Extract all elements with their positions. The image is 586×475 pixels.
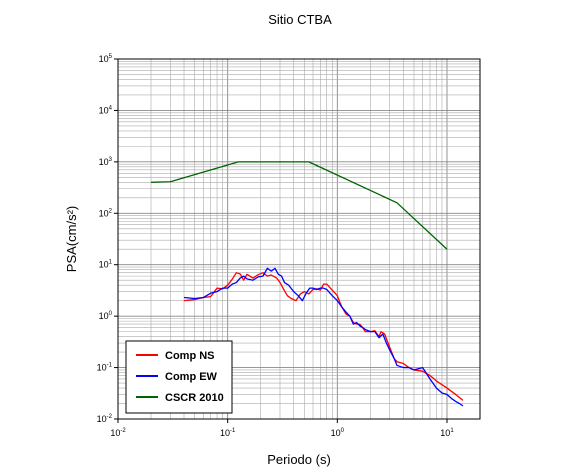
series-layer (150, 161, 464, 407)
y-tick-label: 104 (99, 105, 113, 115)
legend: Comp NS Comp EW CSCR 2010 (125, 340, 233, 414)
x-tick-label: 100 (331, 428, 345, 438)
x-tick-label: 10-1 (220, 428, 236, 438)
ticks: 10-2 10-1 100 101 10-2 10-1 100 101 102 103 104 105 (97, 54, 455, 438)
chart-title: Sitio CTBA (268, 12, 332, 27)
x-tick-label: 10-2 (110, 428, 126, 438)
y-tick-label: 10-2 (97, 414, 113, 424)
x-axis-label: Periodo (s) (267, 452, 331, 467)
legend-label: CSCR 2010 (165, 392, 224, 404)
series-line-comp-ew (183, 267, 464, 407)
y-tick-label: 102 (99, 208, 113, 218)
legend-label: Comp NS (165, 350, 215, 362)
y-tick-label: 10-1 (97, 363, 113, 373)
series-line-cscr-2010 (150, 161, 448, 250)
y-tick-label: 105 (99, 54, 113, 64)
y-axis-label: PSA(cm/s²) (64, 206, 79, 272)
legend-label: Comp EW (165, 371, 218, 383)
y-tick-label: 101 (99, 260, 113, 270)
x-tick-label: 101 (440, 428, 454, 438)
plot-frame (117, 58, 481, 420)
y-tick-label: 103 (99, 157, 113, 167)
y-tick-label: 100 (99, 311, 113, 321)
